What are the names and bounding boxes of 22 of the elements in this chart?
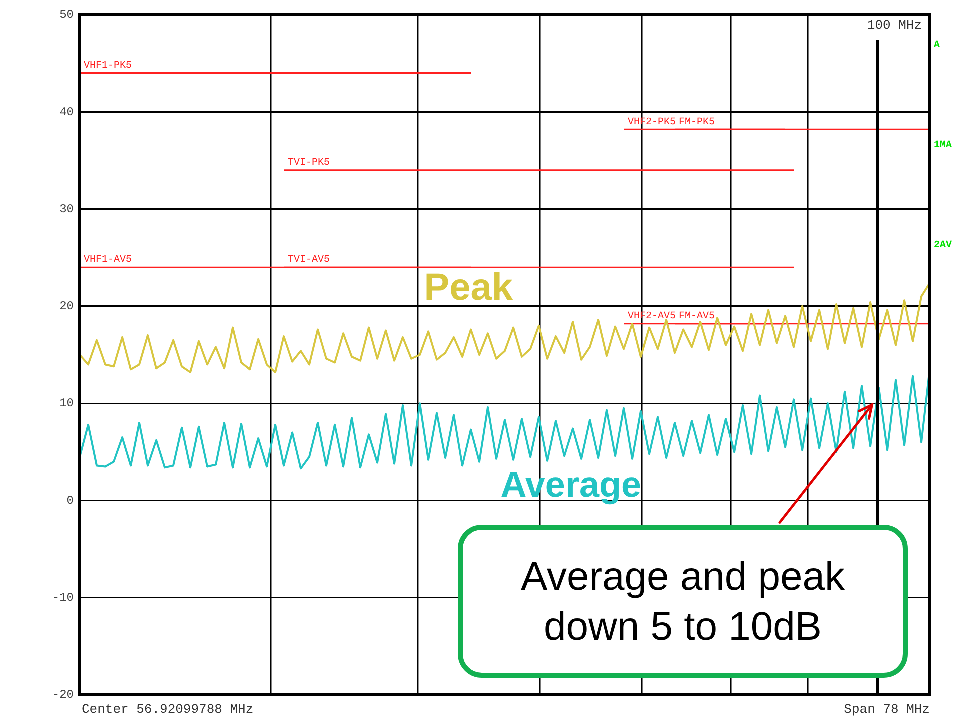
text: Center 56.92099788 MHz <box>82 702 254 717</box>
text: A <box>934 40 940 52</box>
series-label: VHF1-AV5 <box>84 255 132 266</box>
annotation: 100 MHz <box>867 18 922 33</box>
series-label: FM-AV5 <box>679 312 716 323</box>
series-label: VHF1-PK5 <box>84 60 132 72</box>
annotation: Average and peak down 5 to 10dB <box>458 525 908 678</box>
text: 1MA <box>934 140 952 152</box>
text: Span 78 MHz <box>844 702 930 717</box>
y-tick-label: 30 <box>60 202 74 216</box>
y-tick-label: 40 <box>60 105 74 120</box>
y-tick-label: 0 <box>66 494 74 508</box>
series-label: TVI-AV5 <box>288 255 330 266</box>
y-tick-label: 10 <box>60 396 74 411</box>
series-label: TVI-PK5 <box>288 158 330 170</box>
series-label: FM-PK5 <box>679 117 716 128</box>
y-tick-label: 20 <box>60 300 74 314</box>
y-tick-label: -10 <box>52 591 74 606</box>
y-tick-label: 50 <box>60 8 74 22</box>
y-tick-label: -20 <box>52 688 74 702</box>
series-label: Peak <box>424 267 514 310</box>
text: 2AV <box>934 240 952 252</box>
